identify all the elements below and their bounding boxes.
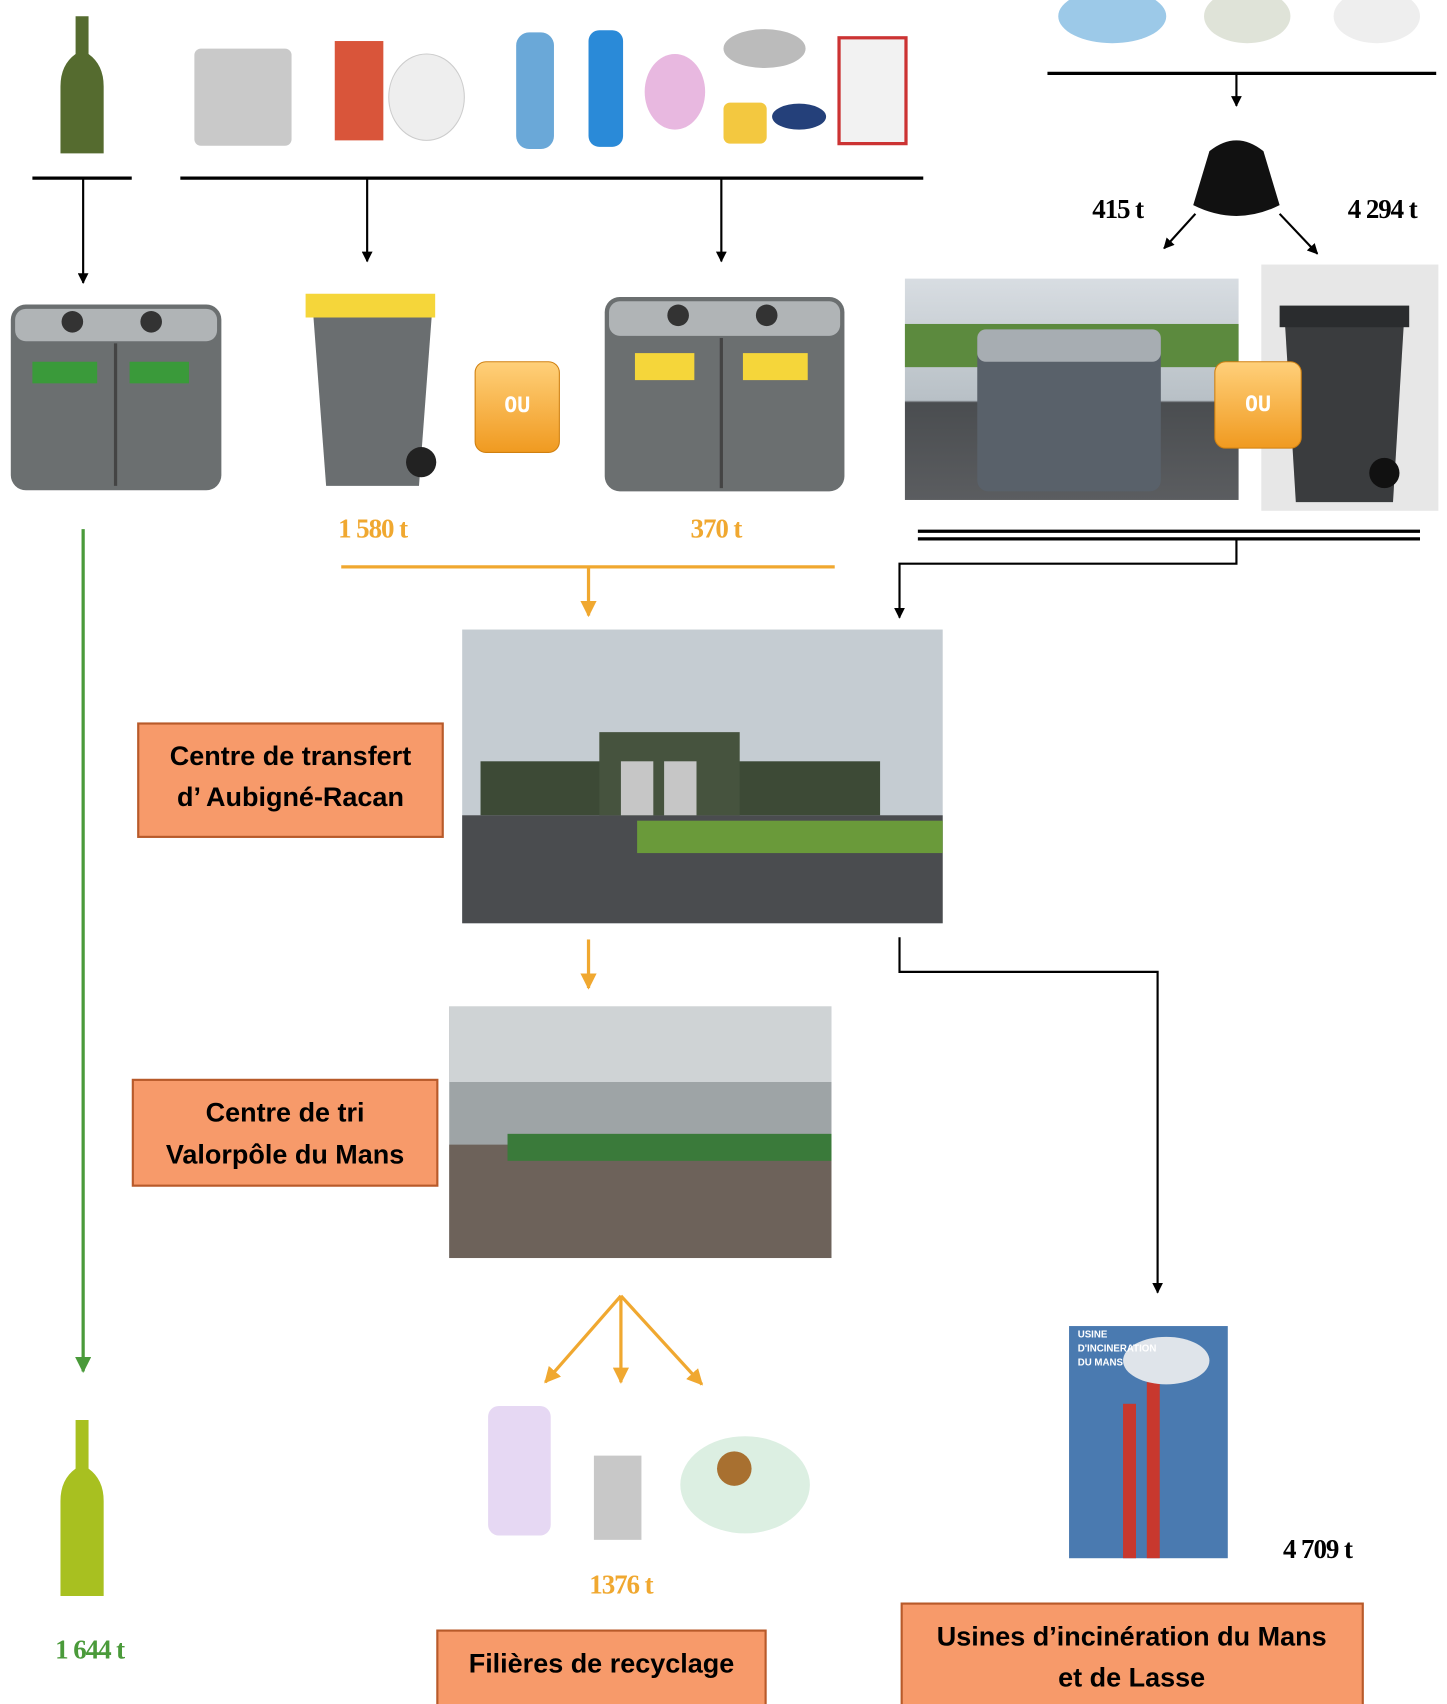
top-items-part (645, 54, 705, 130)
orange-connectors-part (621, 1296, 702, 1385)
facility-label: Filières de recyclage (469, 1648, 735, 1678)
poster-text: USINE (1078, 1329, 1108, 1340)
facility-label: et de Lasse (1058, 1662, 1205, 1692)
tonnage: 370 t (691, 513, 743, 543)
connectors-part (900, 539, 1237, 618)
top-items-part (1334, 0, 1420, 43)
tonnage: 415 t (1092, 194, 1144, 224)
facility-label: Centre de transfert (170, 741, 411, 771)
packaging-container-part (756, 305, 778, 327)
tonnage: 4 709 t (1283, 1534, 1353, 1564)
connectors-part (1164, 214, 1195, 249)
glass-container-part (32, 362, 97, 384)
packaging-container-part (609, 301, 840, 336)
tonnage: 4 294 t (1348, 194, 1418, 224)
top-items-part (724, 103, 767, 144)
yellow-bin-part (306, 294, 436, 318)
sorting-photo-part (449, 1006, 831, 1082)
recycled-products-part (488, 1406, 551, 1536)
facility-box: Centre de tri Valorpôle du Mans (133, 1080, 438, 1186)
black-bin-photo-part (1369, 458, 1399, 488)
top-items-part (1058, 0, 1166, 43)
garbage-bag (1193, 140, 1279, 216)
top-items-part (589, 30, 624, 147)
yellow-bin-part (406, 447, 436, 477)
facility-box: Centre de transfert d’ Aubigné-Racan (138, 723, 443, 836)
body: USINE D'INCINERATION DU MANS OU OU 415 t… (0, 0, 1447, 1704)
facility-box: Usines d’incinération du Mans et de Lass… (902, 1604, 1363, 1704)
facility-label: Valorpôle du Mans (166, 1140, 404, 1170)
packaging-container (605, 297, 845, 491)
packaging-container-part (667, 305, 689, 327)
recycled-products (488, 1406, 810, 1540)
or-badge: OU (475, 362, 559, 453)
recycled-products-part (594, 1456, 642, 1540)
residual-container-photo-part (977, 329, 1161, 361)
facility-label: d’ Aubigné-Racan (177, 782, 404, 812)
incineration-poster-part (1123, 1404, 1136, 1558)
glass-container-part (15, 309, 217, 341)
transfer-photo-part (664, 761, 696, 815)
top-items-part (724, 29, 806, 68)
packaging-container-part (743, 353, 808, 380)
glass-container-part (140, 311, 162, 333)
tonnage: 1376 t (589, 1570, 653, 1600)
transfer-photo-part (621, 761, 653, 815)
facility-label: Usines d’incinération du Mans (937, 1621, 1327, 1651)
facility-box-part (133, 1080, 438, 1186)
facility-box: Filières de recyclage (437, 1631, 765, 1704)
facility-label: Centre de tri (206, 1098, 365, 1128)
orange-connectors-part (545, 1296, 621, 1382)
incineration-poster-part (1147, 1382, 1160, 1558)
glass-container-part (62, 311, 84, 333)
top-items-part (194, 49, 291, 146)
yellow-bin (306, 294, 437, 486)
sorting-photo-part (449, 1145, 831, 1258)
sorting-photo (449, 1006, 831, 1258)
or-label: OU (504, 393, 530, 418)
poster-text: DU MANS (1078, 1357, 1124, 1368)
transfer-photo-part (637, 821, 943, 853)
or-label: OU (1245, 392, 1271, 417)
packaging-container-part (635, 353, 694, 380)
top-items-part (335, 41, 384, 140)
incineration-poster: USINE D'INCINERATION DU MANS (1069, 1326, 1228, 1558)
top-items-part (1204, 0, 1290, 43)
top-items-part (60, 16, 103, 153)
glass-container-part (130, 362, 189, 384)
top-items (60, 0, 1420, 153)
top-items-part (516, 32, 554, 149)
recycled-products-part (680, 1436, 810, 1533)
connectors-part (1280, 214, 1318, 254)
sorting-photo-part (508, 1134, 832, 1161)
recycled-products-part (717, 1451, 752, 1486)
residual-container-photo (905, 279, 1239, 500)
page: Flux des déchets {"flows": {"residual_co… (0, 0, 1447, 1704)
green-bottle (60, 1420, 103, 1596)
glass-container (11, 305, 222, 491)
poster-text: D'INCINERATION (1078, 1343, 1157, 1354)
tonnage: 1 644 t (55, 1634, 125, 1664)
top-items-part (772, 104, 826, 130)
black-bin-photo-part (1280, 306, 1410, 328)
connectors-part (900, 937, 1158, 1292)
top-items-part (389, 54, 465, 140)
tonnage: 1 580 t (338, 513, 408, 543)
diagram: USINE D'INCINERATION DU MANS OU OU 415 t… (0, 0, 1447, 1704)
transfer-photo (462, 630, 943, 924)
or-badge: OU (1215, 362, 1301, 448)
top-items-part (839, 38, 906, 144)
